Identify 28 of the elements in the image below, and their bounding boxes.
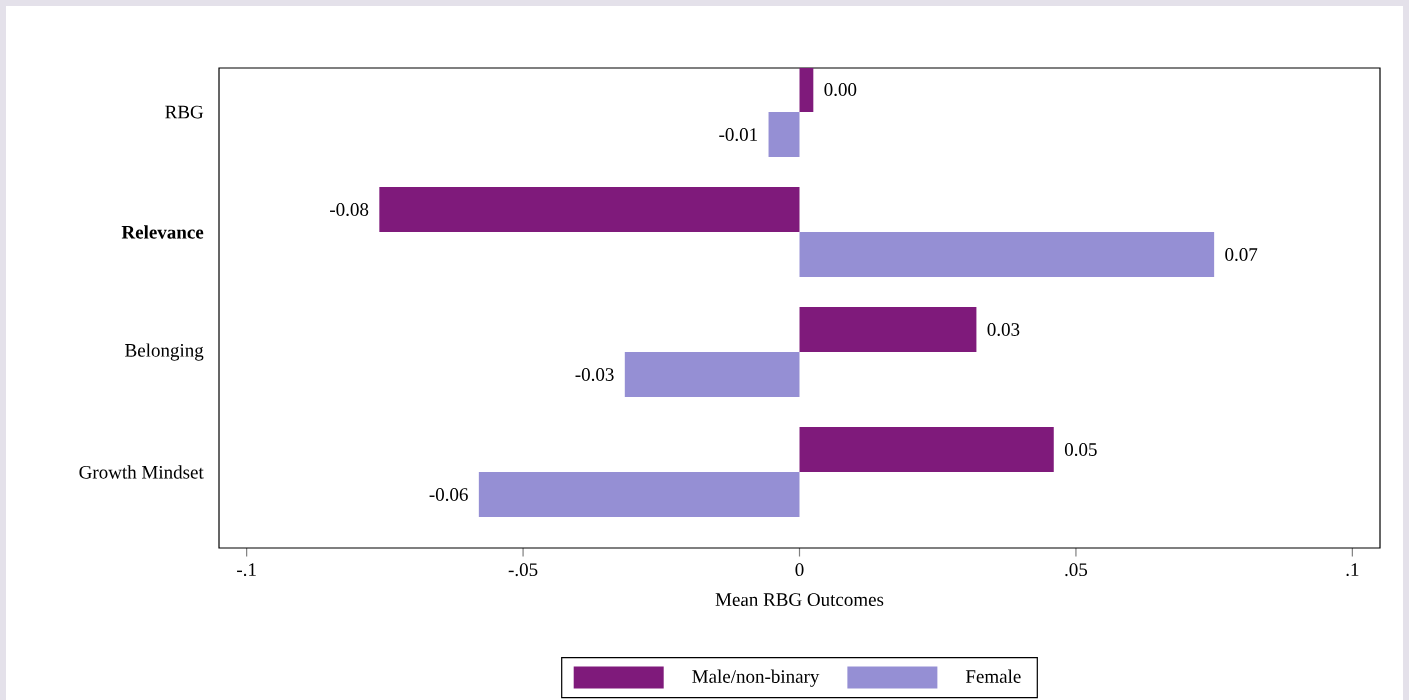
legend-label: Male/non-binary [692,669,820,687]
bar [379,187,800,233]
x-tick-label: .1 [1346,563,1359,577]
x-tick-label: -.05 [508,563,538,577]
y-tick-label: Growth Mindset [79,465,204,479]
data-label: -0.03 [575,368,614,381]
x-tick-label: 0 [795,563,804,577]
bar [799,427,1054,473]
data-label: 0.07 [1225,248,1258,261]
data-label: 0.03 [987,323,1020,336]
data-label: -0.01 [719,128,758,142]
x-axis-title: Mean RBG Outcomes [715,593,884,606]
bar [768,112,800,158]
y-tick-label: RBG [165,105,204,119]
data-label: 0.05 [1064,443,1097,456]
bar [799,307,977,353]
data-label: -0.08 [330,203,369,216]
x-tick-label: -.1 [237,563,256,577]
legend-label: Female [965,669,1021,683]
bar [478,472,800,518]
y-tick-label: Relevance [121,225,204,239]
bar [799,232,1215,278]
y-tick-label: Belonging [125,343,204,361]
x-tick-label: .05 [1065,563,1088,577]
bar [799,68,814,113]
data-label: -0.06 [429,488,468,501]
bar [624,352,800,398]
data-label: 0.00 [824,83,857,97]
